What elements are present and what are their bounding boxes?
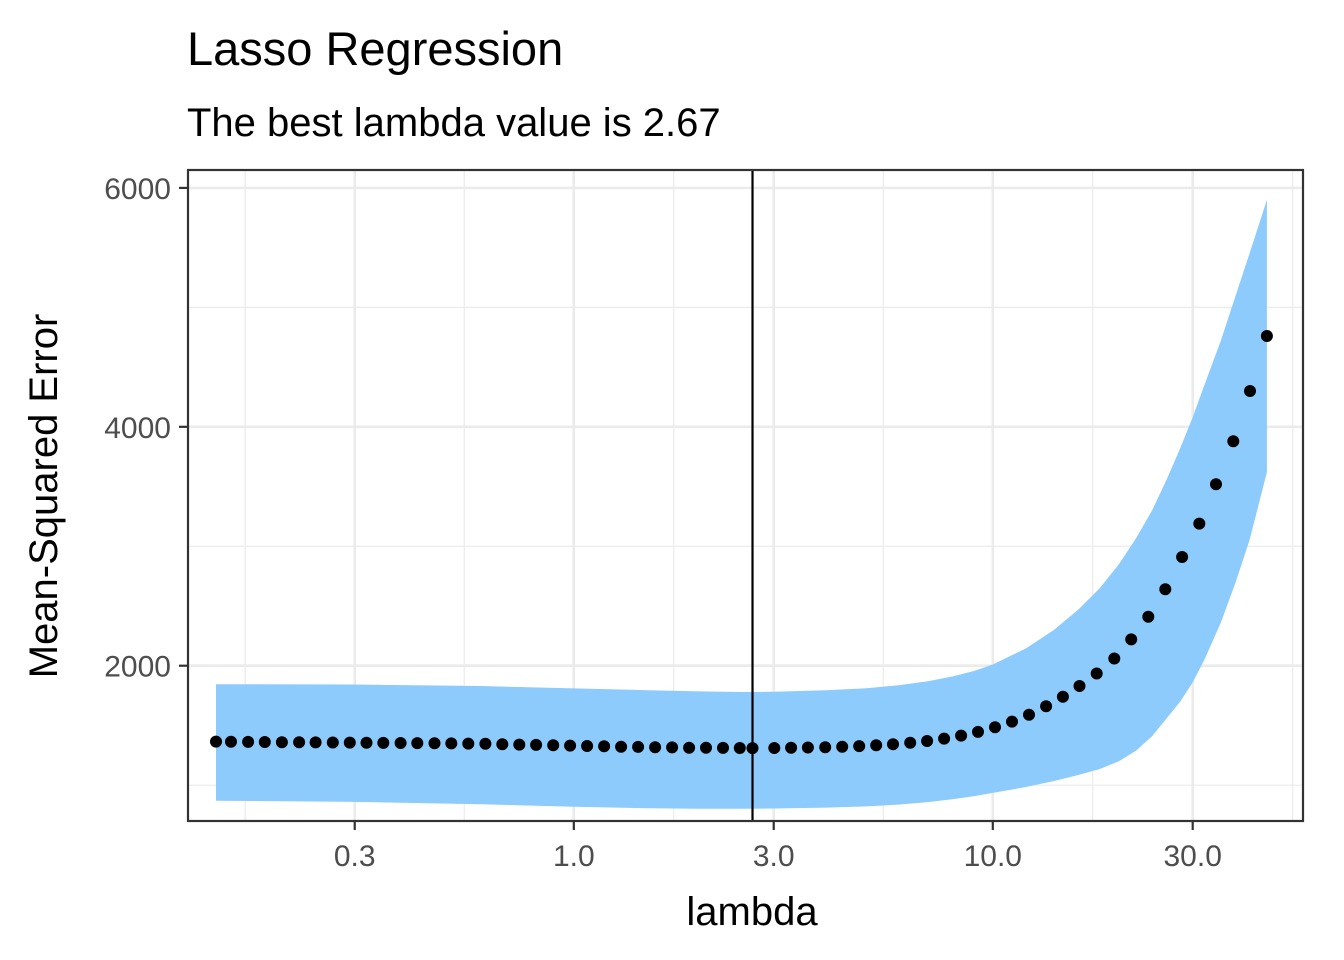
data-point (801, 741, 814, 754)
data-point (955, 729, 968, 742)
data-point (225, 735, 237, 748)
data-point (1108, 652, 1121, 665)
confidence-band (216, 199, 1267, 809)
data-point (836, 740, 849, 753)
data-point (989, 721, 1001, 734)
data-point (513, 738, 526, 751)
data-point (1227, 435, 1240, 448)
data-point (717, 741, 729, 754)
data-point (785, 741, 798, 754)
data-point (615, 740, 628, 753)
data-point (666, 741, 679, 754)
data-point (1090, 667, 1103, 680)
y-tick-label: 4000 (104, 412, 171, 445)
chart-subtitle: The best lambda value is 2.67 (187, 101, 721, 145)
y-axis-title: Mean-Squared Error (22, 314, 66, 679)
data-point (377, 736, 390, 749)
data-point (904, 736, 917, 749)
data-point (649, 741, 662, 754)
data-point (887, 738, 899, 751)
data-point (1176, 551, 1189, 563)
data-point (581, 740, 594, 752)
x-tick-label: 30.0 (1164, 840, 1222, 873)
data-point (921, 735, 934, 747)
x-tick-label: 3.0 (753, 840, 795, 873)
data-point (547, 739, 560, 752)
data-point (598, 740, 611, 753)
data-point (275, 736, 288, 749)
data-point (428, 737, 441, 750)
x-tick-label: 1.0 (553, 840, 595, 873)
data-point (564, 739, 577, 752)
data-point (1040, 700, 1053, 713)
y-tick-label: 6000 (104, 173, 171, 206)
data-point (343, 736, 356, 749)
data-point (530, 738, 543, 751)
data-point (819, 741, 832, 754)
data-point (853, 740, 866, 753)
data-point (462, 737, 475, 750)
data-point (1260, 330, 1273, 342)
data-point (258, 736, 271, 748)
data-point (1125, 633, 1138, 646)
data-point (1142, 610, 1155, 623)
data-point (1159, 583, 1172, 596)
panel-border (186, 168, 1305, 823)
data-point (938, 732, 951, 745)
plot-area: 0.3 1.0 3.0 10.0 30.0 2000 4000 6000 (104, 168, 1305, 873)
x-axis-title: lambda (686, 890, 818, 934)
data-point (683, 741, 696, 754)
chart-title: Lasso Regression (187, 22, 563, 75)
data-point (870, 739, 883, 752)
data-point (1244, 385, 1256, 397)
data-point (1073, 680, 1086, 692)
data-point (309, 736, 322, 749)
data-point (1056, 690, 1069, 703)
x-tick-label: 10.0 (964, 840, 1022, 873)
data-point (1006, 715, 1018, 728)
data-point (496, 738, 509, 751)
data-point (733, 742, 746, 754)
data-point (632, 740, 645, 753)
data-point (479, 737, 492, 750)
data-point (411, 737, 424, 750)
data-point (1023, 708, 1035, 721)
data-point (768, 742, 781, 754)
data-point (1193, 517, 1206, 530)
data-point (293, 736, 306, 749)
data-point (1210, 478, 1222, 491)
y-tick-label: 2000 (104, 651, 171, 684)
data-point (445, 737, 458, 750)
data-point (360, 736, 373, 749)
data-point (210, 735, 222, 748)
data-point (326, 736, 339, 749)
data-point (242, 735, 255, 748)
data-point (394, 737, 407, 749)
x-tick-label: 0.3 (334, 840, 376, 873)
data-point (700, 741, 712, 754)
data-point (972, 725, 984, 738)
